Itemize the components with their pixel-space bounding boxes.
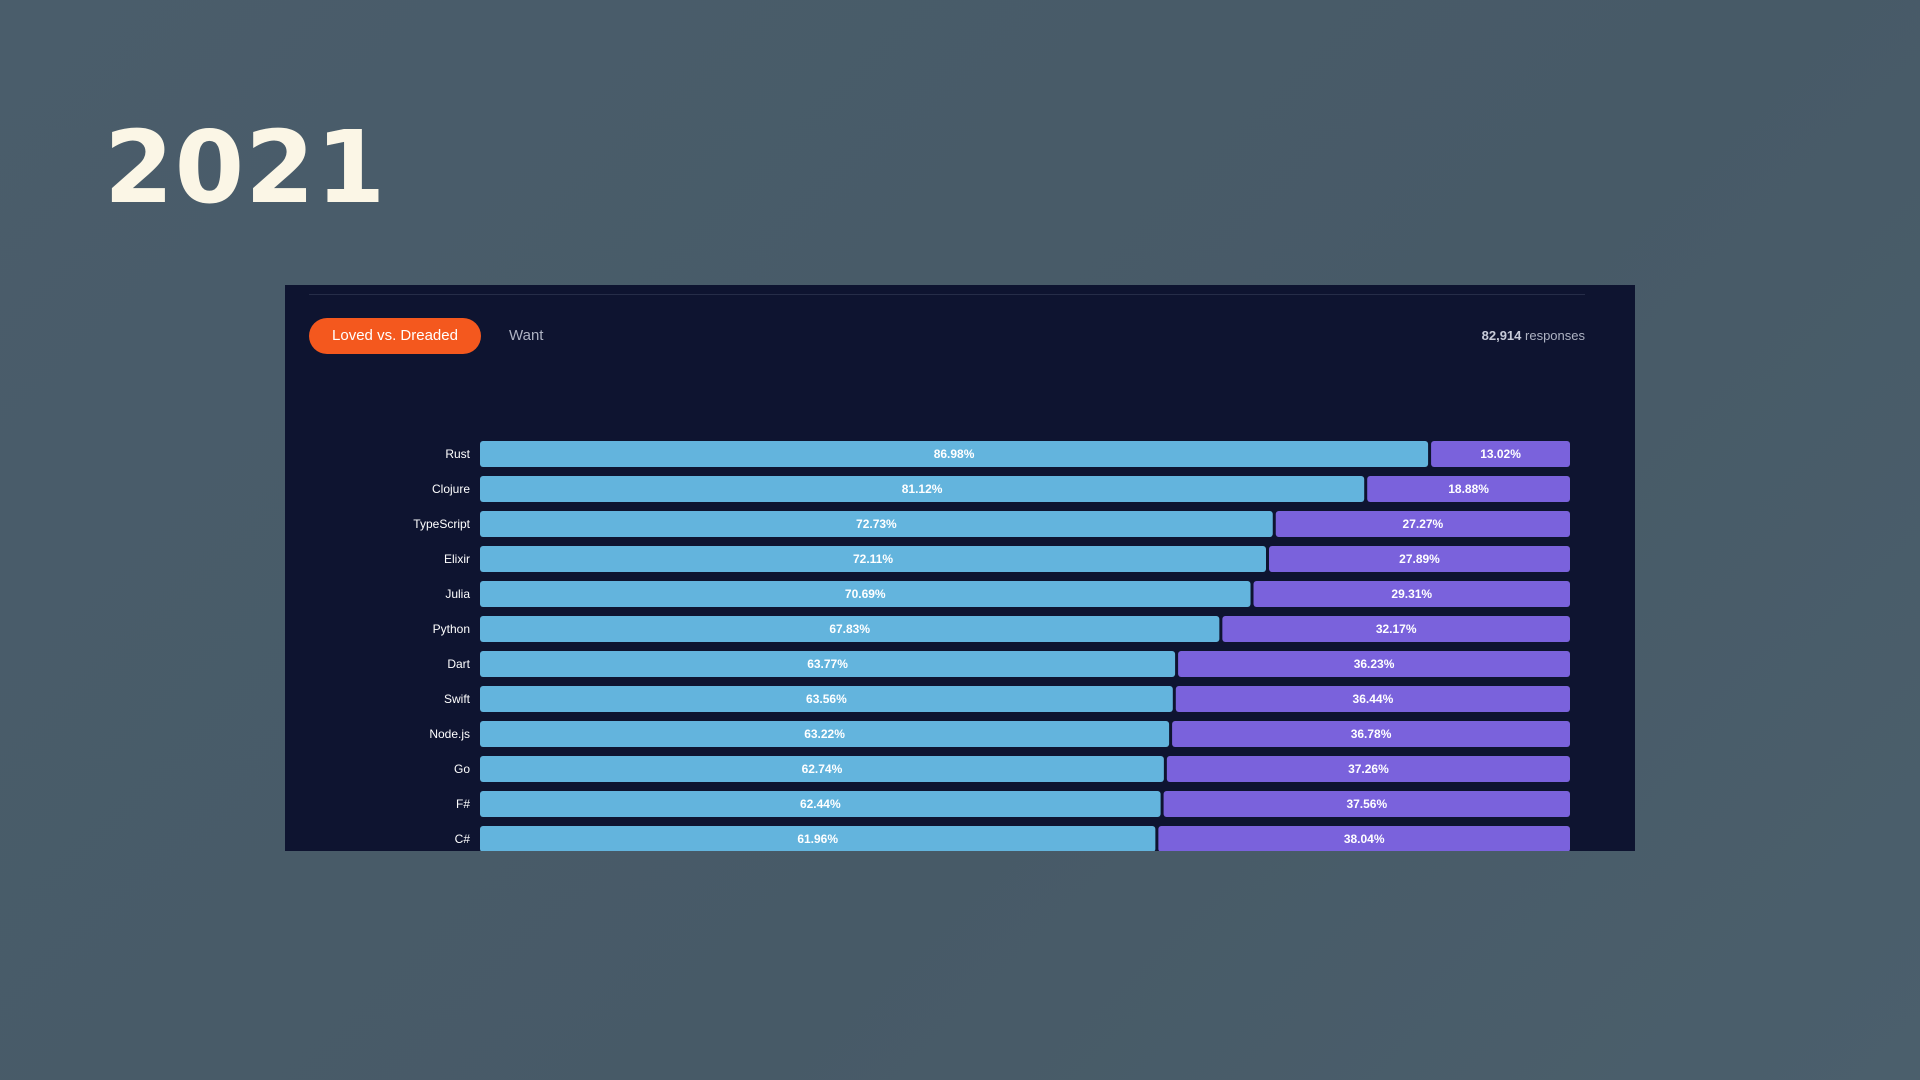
category-label: Node.js: [429, 727, 470, 741]
data-label-loved: 72.11%: [853, 552, 893, 566]
data-label-loved: 63.77%: [807, 657, 848, 671]
category-label: Python: [433, 622, 470, 636]
category-label: Swift: [444, 692, 471, 706]
bar-loved[interactable]: [480, 791, 1161, 817]
data-label-dreaded: 18.88%: [1448, 482, 1489, 496]
bar-loved[interactable]: [480, 511, 1273, 537]
responses-label: responses: [1525, 328, 1585, 343]
data-label-loved: 70.69%: [845, 587, 886, 601]
bar-dreaded[interactable]: [1222, 616, 1570, 642]
data-label-dreaded: 38.04%: [1344, 832, 1385, 846]
category-label: Dart: [447, 657, 470, 671]
bar-loved[interactable]: [480, 686, 1173, 712]
data-label-dreaded: 37.26%: [1348, 762, 1389, 776]
bar-dreaded[interactable]: [1268, 546, 1570, 572]
bar-dreaded[interactable]: [1158, 826, 1570, 851]
responses-count-label: 82,914 responses: [1482, 318, 1585, 354]
data-label-dreaded: 27.27%: [1403, 517, 1444, 531]
bar-loved[interactable]: [480, 721, 1170, 747]
category-label: TypeScript: [413, 517, 470, 531]
bar-dreaded[interactable]: [1175, 686, 1570, 712]
category-label: F#: [456, 797, 470, 811]
data-label-loved: 62.74%: [802, 762, 843, 776]
tab-loved-vs-dreaded[interactable]: Loved vs. Dreaded: [309, 318, 481, 354]
bar-loved[interactable]: [480, 756, 1164, 782]
data-label-dreaded: 36.78%: [1351, 727, 1392, 741]
data-label-loved: 67.83%: [829, 622, 870, 636]
data-label-loved: 61.96%: [797, 832, 838, 846]
bar-dreaded[interactable]: [1166, 756, 1570, 782]
bar-dreaded[interactable]: [1431, 441, 1570, 467]
data-label-loved: 63.22%: [804, 727, 845, 741]
category-label: Elixir: [444, 552, 470, 566]
category-label: Rust: [445, 447, 470, 461]
bar-dreaded[interactable]: [1275, 511, 1570, 537]
chart-panel: Loved vs. Dreaded Want 82,914 responses …: [285, 285, 1635, 851]
data-label-dreaded: 37.56%: [1346, 797, 1387, 811]
bar-loved[interactable]: [480, 546, 1266, 572]
category-label: Julia: [445, 587, 470, 601]
data-label-loved: 86.98%: [934, 447, 975, 461]
category-label: Go: [454, 762, 470, 776]
bar-loved[interactable]: [480, 441, 1429, 467]
data-label-dreaded: 13.02%: [1480, 447, 1521, 461]
bar-dreaded[interactable]: [1253, 581, 1570, 607]
bar-dreaded[interactable]: [1178, 651, 1570, 677]
panel-divider: [309, 294, 1585, 295]
responses-count: 82,914: [1481, 328, 1522, 343]
bar-dreaded[interactable]: [1163, 791, 1570, 817]
data-label-loved: 72.73%: [856, 517, 897, 531]
bar-loved[interactable]: [480, 476, 1365, 502]
category-label: Clojure: [432, 482, 470, 496]
data-label-dreaded: 36.44%: [1353, 692, 1394, 706]
data-label-loved: 63.56%: [806, 692, 847, 706]
data-label-dreaded: 36.23%: [1354, 657, 1395, 671]
bar-loved[interactable]: [480, 616, 1220, 642]
data-label-dreaded: 29.31%: [1391, 587, 1432, 601]
bar-loved[interactable]: [480, 581, 1251, 607]
bar-dreaded[interactable]: [1367, 476, 1570, 502]
bar-loved[interactable]: [480, 826, 1156, 851]
data-label-loved: 62.44%: [800, 797, 841, 811]
category-label: C#: [455, 832, 471, 846]
bar-loved[interactable]: [480, 651, 1176, 677]
data-label-dreaded: 27.89%: [1399, 552, 1440, 566]
data-label-dreaded: 32.17%: [1376, 622, 1417, 636]
year-title: 2021: [104, 109, 387, 226]
loved-dreaded-bar-chart: Rust 86.98% 13.02% Clojure 81.12% 18.88% TypeS…: [413, 441, 1570, 851]
bar-dreaded[interactable]: [1172, 721, 1570, 747]
tab-want[interactable]: Want: [509, 327, 544, 344]
data-label-loved: 81.12%: [902, 482, 943, 496]
